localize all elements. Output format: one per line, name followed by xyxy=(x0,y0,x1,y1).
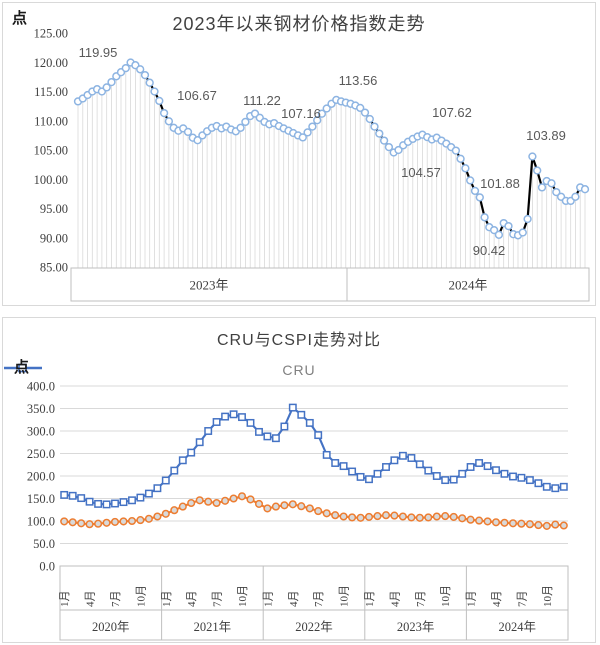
svg-text:4月: 4月 xyxy=(85,591,97,608)
svg-text:115.00: 115.00 xyxy=(34,85,68,99)
cru-legend-marker xyxy=(4,363,42,373)
svg-text:150.0: 150.0 xyxy=(27,492,55,506)
svg-text:107.62: 107.62 xyxy=(432,105,472,120)
svg-text:101.88: 101.88 xyxy=(480,176,520,191)
svg-text:103.89: 103.89 xyxy=(526,128,566,143)
svg-text:50.0: 50.0 xyxy=(33,537,55,551)
svg-text:7月: 7月 xyxy=(516,591,528,608)
svg-text:2024年: 2024年 xyxy=(498,620,536,634)
svg-text:2021年: 2021年 xyxy=(194,620,232,634)
svg-text:10月: 10月 xyxy=(237,585,249,607)
svg-text:7月: 7月 xyxy=(415,591,427,608)
cru-cspi-chart-panel: CRU与CSPI走势对比 CRU 点 400.0 350.0 300.0 250.0 2… xyxy=(2,317,596,643)
svg-text:350.0: 350.0 xyxy=(27,402,55,416)
svg-text:2020年: 2020年 xyxy=(92,620,130,634)
svg-text:1月: 1月 xyxy=(161,591,173,608)
svg-text:4月: 4月 xyxy=(288,591,300,608)
chart-title-steel-index: 2023年以来钢材价格指数走势 xyxy=(172,14,426,34)
cru-legend-label: CRU xyxy=(282,362,316,378)
svg-text:113.56: 113.56 xyxy=(339,73,378,88)
svg-text:200.0: 200.0 xyxy=(27,470,55,484)
steel-price-line-chart: 125.00 120.00 115.00 110.00 105.00 100.00 95.0… xyxy=(34,27,590,302)
y-axis-unit-label: 点 xyxy=(14,359,30,376)
svg-text:10月: 10月 xyxy=(135,585,147,607)
chart-title-cru-cspi: CRU与CSPI走势对比 xyxy=(216,332,381,349)
svg-text:125.00: 125.00 xyxy=(34,27,68,41)
cru-cspi-line-chart: 400.0 350.0 300.0 250.0 200.0 150.0 100.0 50.0 0… xyxy=(27,380,569,641)
svg-text:400.0: 400.0 xyxy=(27,380,55,394)
svg-text:95.00: 95.00 xyxy=(40,202,68,216)
svg-text:2022年: 2022年 xyxy=(295,620,333,634)
svg-text:10月: 10月 xyxy=(542,585,554,607)
svg-text:85.00: 85.00 xyxy=(40,261,68,275)
y-axis-unit-label: 点 xyxy=(12,10,28,27)
svg-text:90.00: 90.00 xyxy=(40,231,68,245)
svg-text:7月: 7月 xyxy=(212,591,224,608)
svg-text:106.67: 106.67 xyxy=(177,88,217,103)
svg-text:7月: 7月 xyxy=(313,591,325,608)
svg-text:300.0: 300.0 xyxy=(27,425,55,439)
svg-text:105.00: 105.00 xyxy=(34,144,68,158)
svg-text:1月: 1月 xyxy=(262,591,274,608)
svg-text:100.00: 100.00 xyxy=(34,173,68,187)
svg-text:111.22: 111.22 xyxy=(243,93,281,108)
svg-text:120.00: 120.00 xyxy=(34,56,68,70)
svg-text:119.95: 119.95 xyxy=(79,45,118,60)
svg-text:10月: 10月 xyxy=(339,585,351,607)
svg-text:4月: 4月 xyxy=(389,591,401,608)
svg-text:10月: 10月 xyxy=(440,585,452,607)
svg-text:1月: 1月 xyxy=(364,591,376,608)
svg-text:4月: 4月 xyxy=(491,591,503,608)
svg-text:4月: 4月 xyxy=(186,591,198,608)
svg-text:1月: 1月 xyxy=(59,591,71,608)
svg-text:2023年: 2023年 xyxy=(189,278,228,293)
chart-legend: CRU xyxy=(3,362,595,378)
steel-index-chart-panel: 点 2023年以来钢材价格指数走势 125.00 120.00 115.00 110.… xyxy=(2,2,596,306)
svg-text:7月: 7月 xyxy=(110,591,122,608)
svg-text:2024年: 2024年 xyxy=(448,278,487,293)
svg-text:100.0: 100.0 xyxy=(27,515,55,529)
svg-text:107.16: 107.16 xyxy=(281,106,321,121)
svg-text:0.0: 0.0 xyxy=(39,560,55,574)
svg-text:250.0: 250.0 xyxy=(27,447,55,461)
svg-text:90.42: 90.42 xyxy=(473,243,506,258)
svg-text:2023年: 2023年 xyxy=(397,620,435,634)
svg-text:110.00: 110.00 xyxy=(34,114,68,128)
svg-text:1月: 1月 xyxy=(466,591,478,608)
svg-text:104.57: 104.57 xyxy=(401,165,441,180)
